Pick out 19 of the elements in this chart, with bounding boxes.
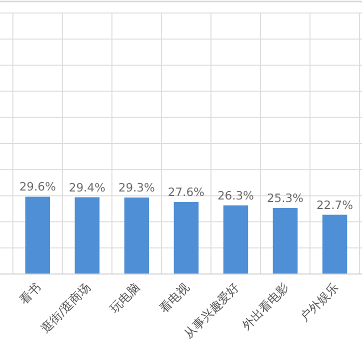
bar bbox=[272, 208, 298, 274]
data-label: 26.3% bbox=[217, 188, 254, 202]
data-label: 22.7% bbox=[316, 198, 354, 212]
bar bbox=[74, 197, 100, 274]
x-tick-label: 户外娱乐 bbox=[297, 280, 341, 324]
data-label: 29.3% bbox=[118, 180, 156, 195]
x-tick-label: 玩电脑 bbox=[107, 280, 143, 316]
x-tick-label: 看电视 bbox=[156, 280, 192, 316]
bar bbox=[223, 205, 248, 274]
bar bbox=[322, 214, 348, 274]
x-tick-label: 看书 bbox=[16, 280, 44, 308]
data-label: 27.6% bbox=[168, 184, 205, 199]
data-label: 25.3% bbox=[266, 190, 304, 205]
data-label: 29.4% bbox=[68, 180, 106, 194]
x-tick-label: 外出看电影 bbox=[239, 280, 292, 333]
data-label: 29.6% bbox=[19, 180, 56, 194]
bar bbox=[174, 202, 199, 274]
bar bbox=[25, 196, 50, 274]
bar bbox=[124, 198, 150, 274]
